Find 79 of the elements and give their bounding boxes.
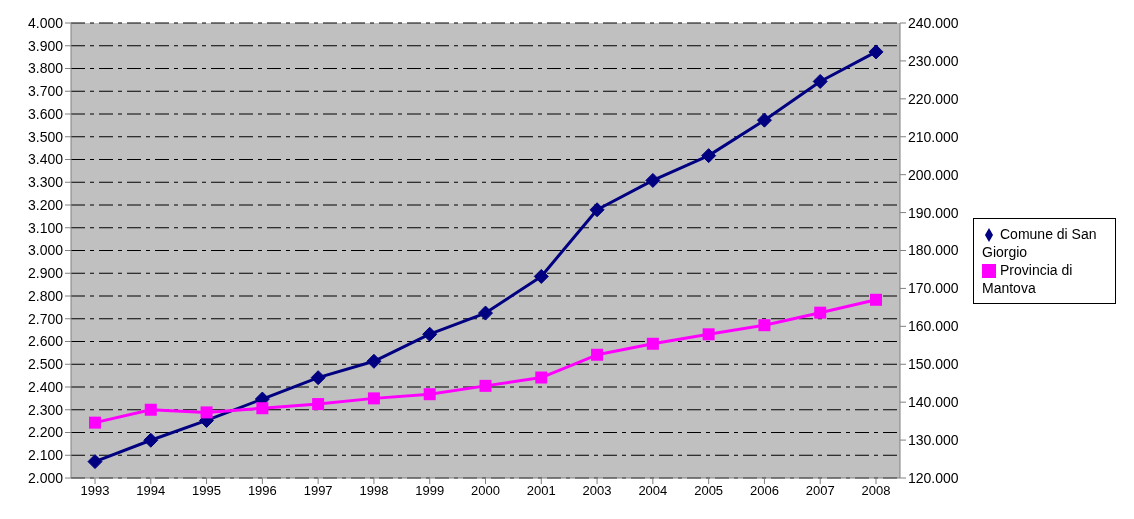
- x-tick-label: 1994: [136, 483, 166, 499]
- point: [423, 388, 436, 401]
- x-tick-label: 1996: [247, 483, 277, 499]
- y2-tick-label: 120.000: [908, 469, 959, 486]
- point: [535, 371, 548, 384]
- point: [144, 403, 157, 416]
- point: [366, 353, 382, 369]
- y2-tick-label: 130.000: [908, 432, 959, 449]
- x-tick-label: 1993: [80, 483, 110, 499]
- y2-tick-label: 220.000: [908, 90, 959, 107]
- y-tick-label: 2.100: [27, 447, 64, 464]
- x-tick-label: 2005: [694, 483, 724, 499]
- point: [479, 379, 492, 392]
- point: [758, 319, 771, 332]
- y-tick-label: 2.600: [27, 333, 64, 350]
- point: [87, 454, 103, 470]
- point: [200, 406, 213, 419]
- x-tick-label: 2003: [582, 483, 612, 499]
- y-tick-label: 2.400: [27, 378, 64, 395]
- point: [478, 305, 493, 321]
- y2-tick-label: 180.000: [908, 242, 959, 259]
- y-tick-label: 2.800: [27, 287, 64, 304]
- y-tick-label: 2.900: [27, 265, 64, 282]
- legend-label: Provincia di Mantova: [982, 261, 1073, 296]
- legend-label: Comune di San Giorgio: [982, 225, 1097, 260]
- x-tick-label: 2006: [749, 483, 779, 499]
- point: [814, 306, 827, 319]
- y-tick-label: 3.100: [27, 219, 64, 236]
- x-tick-label: 1997: [303, 483, 333, 499]
- point: [143, 432, 159, 448]
- x-tick-label: 2007: [805, 483, 835, 499]
- y-tick-label: 2.700: [27, 310, 64, 327]
- point: [89, 416, 101, 429]
- y2-tick-label: 230.000: [908, 52, 959, 69]
- point: [533, 268, 549, 284]
- point: [870, 293, 882, 306]
- x-tick-label: 2004: [638, 483, 668, 499]
- y-tick-label: 2.300: [27, 401, 64, 418]
- y2-tick-label: 190.000: [908, 204, 959, 221]
- point: [367, 392, 380, 405]
- y-tick-label: 4.000: [27, 14, 64, 31]
- y-tick-label: 3.600: [27, 105, 64, 122]
- y-tick-label: 3.400: [27, 151, 64, 168]
- point: [868, 44, 884, 60]
- y2-tick-label: 240.000: [908, 14, 959, 31]
- y-tick-label: 3.700: [27, 83, 64, 100]
- point: [701, 148, 717, 164]
- point: [422, 326, 438, 342]
- point: [256, 402, 269, 415]
- y-tick-label: 3.500: [27, 128, 64, 145]
- point: [702, 328, 715, 341]
- x-tick-label: 2001: [526, 483, 556, 499]
- point: [646, 337, 659, 350]
- point: [312, 398, 325, 411]
- y2-tick-label: 160.000: [908, 318, 959, 335]
- y-tick-label: 3.900: [27, 37, 64, 54]
- x-tick-label: 1995: [192, 483, 222, 499]
- x-tick-label: 2000: [471, 483, 500, 499]
- point: [589, 202, 605, 218]
- y-tick-label: 2.200: [27, 424, 64, 441]
- x-tick-label: 2008: [861, 483, 891, 499]
- y2-tick-label: 200.000: [908, 166, 959, 183]
- point: [591, 348, 604, 361]
- y2-tick-label: 140.000: [908, 394, 959, 411]
- point: [812, 73, 828, 89]
- point: [756, 112, 772, 128]
- y-tick-label: 3.000: [27, 242, 64, 259]
- y2-tick-label: 170.000: [908, 280, 959, 297]
- x-tick-label: 1998: [359, 483, 389, 499]
- y-tick-label: 3.200: [27, 196, 64, 213]
- y-tick-label: 2.000: [27, 469, 64, 486]
- y2-tick-label: 210.000: [908, 128, 959, 145]
- x-tick-label: 1999: [415, 483, 445, 499]
- y2-tick-label: 150.000: [908, 356, 959, 373]
- y-tick-label: 3.800: [27, 60, 64, 77]
- point: [310, 370, 326, 386]
- y-tick-label: 3.300: [27, 174, 64, 191]
- point: [645, 172, 661, 188]
- y-tick-label: 2.500: [27, 356, 64, 373]
